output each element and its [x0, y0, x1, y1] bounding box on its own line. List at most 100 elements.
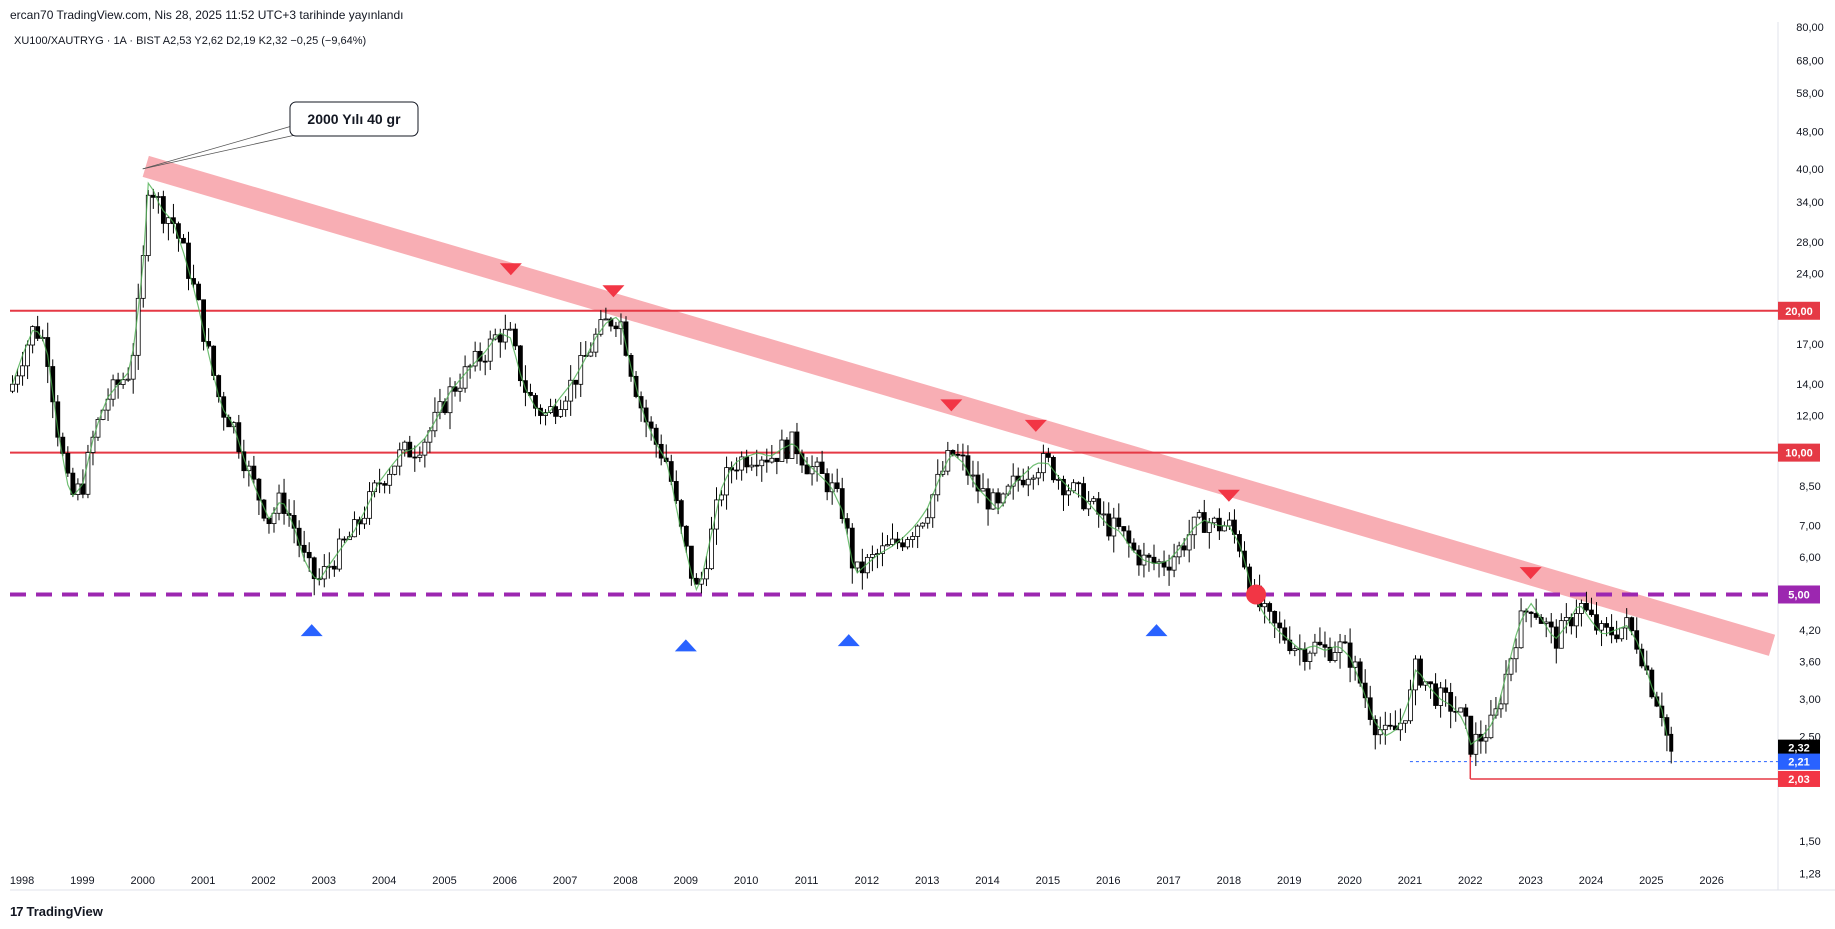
- year-tick-label: 2025: [1639, 875, 1663, 887]
- candle-body: [1428, 681, 1433, 685]
- candle-body: [563, 400, 569, 411]
- candle-body: [613, 325, 619, 330]
- candle-body: [1317, 641, 1323, 646]
- candle-body: [341, 538, 347, 541]
- candle-body: [1106, 513, 1112, 537]
- price-tag-label: 2,32: [1788, 743, 1809, 755]
- candle-body: [920, 522, 926, 527]
- year-tick-label: 2023: [1518, 875, 1542, 887]
- candle-body: [975, 474, 981, 492]
- year-tick-label: 2012: [855, 875, 879, 887]
- price-tick-label: 24,00: [1796, 268, 1824, 280]
- candle-body: [709, 528, 714, 570]
- candle-body: [995, 492, 1001, 504]
- candle-body: [1267, 603, 1273, 612]
- candle-body: [1201, 512, 1207, 533]
- candle-body: [1528, 611, 1534, 614]
- candle-body: [1221, 525, 1227, 532]
- price-tick-label: 1,28: [1799, 868, 1820, 880]
- candle-body: [1076, 482, 1081, 485]
- candle-body: [900, 542, 905, 548]
- year-tick-label: 2008: [613, 875, 637, 887]
- candle-body: [1302, 648, 1308, 662]
- year-tick-label: 2007: [553, 875, 577, 887]
- candle-body: [412, 456, 418, 459]
- candle-body: [935, 473, 941, 496]
- candle-body: [507, 328, 513, 331]
- candle-body: [1438, 687, 1444, 706]
- callout-pointer: [142, 125, 293, 170]
- level-tag: [1778, 585, 1820, 604]
- candle-body: [251, 465, 257, 480]
- candle-body: [1443, 687, 1449, 693]
- candle-body: [352, 519, 357, 538]
- candle-body: [1448, 692, 1454, 712]
- candle-body: [784, 439, 790, 459]
- price-tick-label: 12,00: [1796, 410, 1824, 422]
- candle-body: [779, 439, 785, 462]
- level-tag-label: 20,00: [1785, 306, 1813, 318]
- candle-body: [1312, 641, 1318, 654]
- year-tick-label: 2000: [131, 875, 155, 887]
- annotations: 2000 Yılı 40 gr: [142, 101, 419, 170]
- candle-body: [145, 194, 151, 256]
- candle-body: [306, 551, 312, 559]
- candle-body: [1563, 617, 1569, 622]
- candle-body: [1121, 526, 1127, 532]
- year-tick-label: 2014: [975, 875, 999, 887]
- candle-body: [1307, 652, 1313, 662]
- candle-body: [804, 464, 810, 475]
- price-tick-label: 58,00: [1796, 88, 1824, 100]
- year-tick-label: 1999: [70, 875, 94, 887]
- candle-body: [769, 457, 775, 463]
- candle-body: [417, 454, 423, 458]
- candle-body: [75, 483, 81, 495]
- candle-body: [65, 452, 71, 474]
- candle-body: [1096, 498, 1102, 515]
- candle-body: [955, 453, 961, 456]
- candle-body: [1206, 522, 1212, 533]
- candle-body: [1131, 542, 1137, 551]
- candle-body: [1030, 477, 1036, 480]
- candle-body: [714, 499, 719, 530]
- candle-body: [1066, 490, 1071, 496]
- candle-body: [1649, 669, 1655, 698]
- candle-body: [1624, 617, 1630, 629]
- year-tick-label: 2010: [734, 875, 758, 887]
- candle-body: [1589, 609, 1594, 616]
- candle-body: [739, 456, 745, 471]
- year-tick-label: 2019: [1277, 875, 1301, 887]
- candle-body: [130, 354, 136, 380]
- candle-body: [1020, 479, 1026, 486]
- price-axis[interactable]: 80,00 68,00 58,00 48,00 40,00 34,00 28,00 24,00…: [1778, 22, 1824, 880]
- price-tick-label: 17,00: [1796, 339, 1824, 351]
- time-axis[interactable]: 1998 1999 2000 2001 2002 2003 2004 2005 2006 2007…: [10, 875, 1724, 887]
- candle-body: [683, 525, 689, 547]
- candle-body: [1035, 472, 1041, 479]
- year-tick-label: 2016: [1096, 875, 1120, 887]
- tradingview-logo-icon: 17: [10, 904, 24, 919]
- candle-body: [50, 366, 56, 403]
- candle-body: [880, 545, 885, 554]
- candle-body: [673, 481, 679, 502]
- candle-body: [603, 318, 609, 321]
- candle-body: [774, 457, 780, 462]
- year-tick-label: 2013: [915, 875, 939, 887]
- year-tick-label: 2017: [1156, 875, 1180, 887]
- candle-body: [1262, 603, 1268, 608]
- grid: [10, 22, 1835, 891]
- candle-body: [105, 398, 111, 411]
- price-tick-label: 80,00: [1796, 22, 1824, 34]
- candle-body: [1629, 617, 1635, 632]
- year-tick-label: 2004: [372, 875, 396, 887]
- candle-body: [1548, 621, 1554, 628]
- candle-body: [1584, 602, 1589, 611]
- candle-body: [1091, 498, 1097, 502]
- candle-body: [1488, 714, 1494, 739]
- candle-body: [1216, 517, 1222, 532]
- candle-body: [608, 318, 614, 327]
- price-tick-label: 3,60: [1799, 657, 1820, 669]
- candle-body: [1418, 658, 1423, 686]
- candle-body: [1498, 703, 1504, 710]
